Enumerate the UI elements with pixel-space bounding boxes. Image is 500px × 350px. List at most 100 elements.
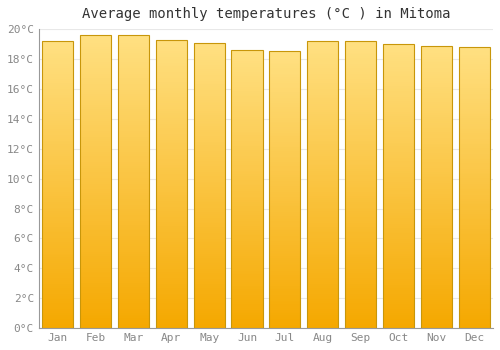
Bar xyxy=(156,245,187,247)
Bar xyxy=(345,177,376,179)
Bar xyxy=(383,251,414,252)
Bar xyxy=(421,55,452,57)
Bar xyxy=(421,110,452,111)
Bar xyxy=(80,264,111,266)
Bar xyxy=(270,190,300,192)
Bar xyxy=(345,74,376,76)
Bar xyxy=(232,80,262,82)
Bar xyxy=(156,301,187,303)
Bar xyxy=(270,133,300,134)
Bar xyxy=(307,192,338,194)
Bar xyxy=(383,256,414,258)
Bar xyxy=(80,98,111,99)
Bar xyxy=(345,284,376,286)
Bar xyxy=(232,85,262,87)
Bar xyxy=(80,102,111,104)
Bar xyxy=(80,113,111,115)
Bar xyxy=(307,114,338,116)
Bar xyxy=(270,212,300,214)
Bar xyxy=(42,275,74,276)
Bar xyxy=(421,198,452,200)
Bar xyxy=(421,149,452,151)
Bar xyxy=(383,317,414,319)
Bar xyxy=(118,119,149,121)
Bar xyxy=(345,129,376,131)
Bar xyxy=(156,99,187,101)
Bar xyxy=(232,182,262,183)
Bar xyxy=(156,90,187,91)
Bar xyxy=(42,309,74,311)
Bar xyxy=(156,240,187,242)
Bar xyxy=(345,110,376,112)
Bar xyxy=(194,42,224,328)
Bar xyxy=(80,154,111,156)
Bar xyxy=(383,254,414,256)
Bar xyxy=(383,287,414,288)
Bar xyxy=(383,133,414,135)
Bar xyxy=(194,141,224,144)
Bar xyxy=(194,50,224,52)
Bar xyxy=(194,296,224,298)
Bar xyxy=(80,275,111,278)
Bar xyxy=(421,144,452,145)
Bar xyxy=(156,47,187,49)
Bar xyxy=(194,231,224,233)
Bar xyxy=(421,251,452,253)
Bar xyxy=(80,281,111,283)
Bar xyxy=(270,138,300,140)
Bar xyxy=(42,196,74,198)
Bar xyxy=(307,294,338,296)
Bar xyxy=(232,252,262,254)
Bar xyxy=(421,268,452,270)
Bar xyxy=(383,186,414,188)
Bar xyxy=(270,275,300,276)
Bar xyxy=(194,240,224,243)
Bar xyxy=(307,187,338,188)
Bar xyxy=(42,321,74,322)
Bar xyxy=(345,163,376,166)
Bar xyxy=(118,37,149,39)
Bar xyxy=(80,186,111,188)
Bar xyxy=(42,305,74,307)
Bar xyxy=(156,280,187,282)
Bar xyxy=(307,261,338,263)
Bar xyxy=(194,300,224,302)
Bar xyxy=(270,297,300,299)
Bar xyxy=(42,139,74,141)
Bar xyxy=(345,83,376,85)
Bar xyxy=(307,116,338,118)
Bar xyxy=(421,315,452,317)
Bar xyxy=(270,324,300,326)
Bar xyxy=(118,195,149,197)
Bar xyxy=(383,167,414,169)
Bar xyxy=(345,271,376,273)
Bar xyxy=(42,190,74,192)
Title: Average monthly temperatures (°C ) in Mitoma: Average monthly temperatures (°C ) in Mi… xyxy=(82,7,450,21)
Bar xyxy=(118,273,149,275)
Bar xyxy=(270,199,300,201)
Bar xyxy=(383,158,414,160)
Bar xyxy=(458,139,490,141)
Bar xyxy=(118,188,149,189)
Bar xyxy=(421,319,452,321)
Bar xyxy=(421,172,452,174)
Bar xyxy=(458,225,490,227)
Bar xyxy=(232,132,262,133)
Bar xyxy=(307,292,338,294)
Bar xyxy=(421,323,452,324)
Bar xyxy=(156,271,187,272)
Bar xyxy=(458,319,490,321)
Bar xyxy=(118,166,149,168)
Bar xyxy=(270,319,300,321)
Bar xyxy=(232,135,262,137)
Bar xyxy=(270,236,300,238)
Bar xyxy=(156,309,187,311)
Bar xyxy=(270,326,300,328)
Bar xyxy=(80,236,111,238)
Bar xyxy=(194,84,224,86)
Bar xyxy=(156,188,187,190)
Bar xyxy=(307,93,338,94)
Bar xyxy=(42,156,74,158)
Bar xyxy=(42,202,74,204)
Bar xyxy=(307,184,338,187)
